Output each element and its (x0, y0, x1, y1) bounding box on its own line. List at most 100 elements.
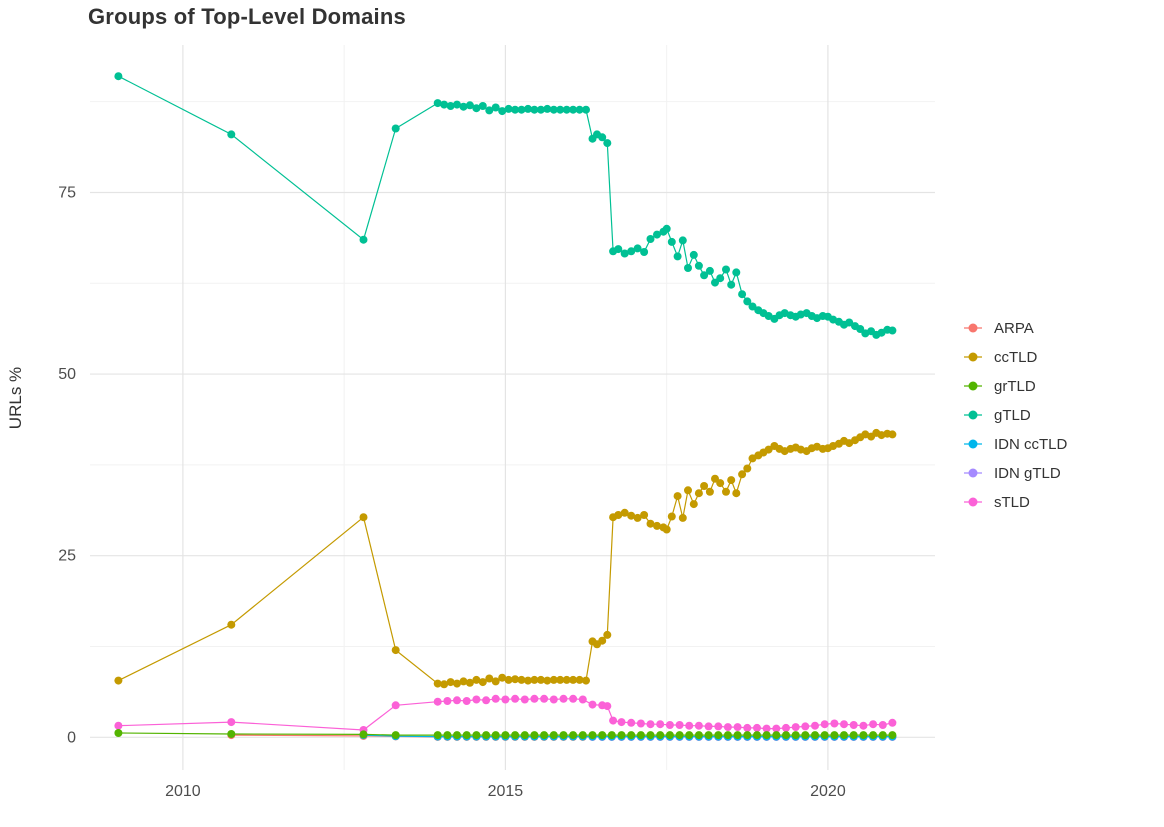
data-point-gTLD (453, 100, 461, 109)
data-point-sTLD (820, 720, 829, 729)
data-point-grTLD (878, 731, 887, 740)
data-point-sTLD (665, 721, 674, 729)
legend-item-sTLD: sTLD (962, 492, 1067, 512)
data-point-sTLD (588, 700, 597, 709)
data-point-grTLD (820, 731, 829, 740)
data-point-grTLD (840, 731, 848, 740)
data-point-sTLD (114, 721, 123, 730)
data-point-sTLD (491, 694, 500, 703)
data-point-grTLD (801, 731, 810, 740)
data-point-ccTLD (673, 492, 682, 501)
data-point-grTLD (443, 731, 452, 740)
data-point-ccTLD (888, 430, 897, 439)
data-point-sTLD (530, 694, 539, 703)
data-point-gTLD (485, 106, 494, 115)
data-point-gTLD (845, 318, 854, 327)
data-point-grTLD (462, 731, 471, 740)
data-point-ccTLD (562, 675, 571, 684)
data-point-sTLD (656, 720, 665, 729)
data-point-ccTLD (359, 513, 368, 522)
data-point-sTLD (811, 721, 819, 730)
data-point-gTLD (653, 230, 661, 239)
data-point-grTLD (617, 731, 626, 740)
legend-label: ARPA (994, 319, 1034, 337)
data-point-grTLD (714, 731, 723, 740)
data-point-ccTLD (530, 675, 539, 684)
legend: ARPA ccTLD grTLD gTLD IDN ccTLD IDN gTLD sTLD (962, 318, 1067, 512)
data-point-ccTLD (653, 521, 661, 530)
data-point-grTLD (391, 731, 400, 740)
data-point-sTLD (617, 718, 626, 727)
legend-item-ARPA: ARPA (962, 318, 1067, 338)
data-point-sTLD (549, 695, 558, 704)
data-point-grTLD (743, 731, 752, 740)
data-point-ccTLD (694, 489, 703, 498)
data-point-sTLD (782, 723, 790, 732)
data-point-gTLD (646, 235, 655, 243)
data-point-grTLD (511, 731, 520, 740)
data-point-sTLD (569, 694, 578, 703)
y-tick-label: 25 (58, 548, 76, 565)
data-point-gTLD (738, 290, 747, 299)
data-point-sTLD (723, 723, 732, 732)
data-point-gTLD (888, 326, 897, 335)
data-point-gTLD (582, 105, 590, 114)
data-point-sTLD (704, 722, 713, 731)
x-tick-label: 2010 (165, 783, 201, 800)
data-point-sTLD (869, 720, 878, 729)
data-point-sTLD (462, 697, 471, 705)
legend-key-icon (964, 497, 982, 507)
data-point-grTLD (569, 731, 578, 740)
data-point-ccTLD (743, 464, 752, 473)
data-point-grTLD (753, 731, 761, 740)
data-point-sTLD (627, 718, 636, 727)
data-point-gTLD (536, 105, 545, 114)
data-point-ccTLD (764, 445, 773, 454)
data-point-grTLD (782, 731, 790, 740)
legend-key-icon (964, 439, 982, 449)
data-point-gTLD (627, 247, 636, 256)
data-point-ccTLD (716, 479, 725, 488)
data-point-ccTLD (472, 675, 481, 684)
data-point-gTLD (359, 235, 368, 244)
data-point-sTLD (472, 695, 481, 704)
data-point-gTLD (498, 107, 507, 116)
legend-label: grTLD (994, 377, 1036, 395)
data-point-sTLD (501, 695, 510, 704)
y-tick-label: 75 (58, 184, 76, 201)
data-point-sTLD (443, 697, 452, 705)
data-point-sTLD (391, 701, 400, 710)
data-point-grTLD (559, 731, 568, 740)
data-point-gTLD (633, 244, 642, 253)
data-point-grTLD (636, 731, 645, 740)
data-point-gTLD (556, 105, 565, 114)
data-point-sTLD (840, 720, 848, 729)
data-point-ccTLD (536, 675, 545, 684)
data-point-grTLD (578, 731, 587, 740)
data-point-ccTLD (478, 678, 487, 687)
data-point-grTLD (859, 731, 868, 740)
data-point-grTLD (772, 731, 781, 740)
data-point-grTLD (849, 731, 858, 740)
data-point-sTLD (578, 695, 587, 704)
data-point-gTLD (694, 261, 703, 270)
data-point-grTLD (762, 731, 771, 740)
data-point-sTLD (482, 696, 491, 705)
legend-item-grTLD: grTLD (962, 376, 1067, 396)
data-point-sTLD (540, 694, 549, 703)
data-point-sTLD (753, 723, 761, 732)
data-point-ccTLD (453, 679, 461, 688)
data-point-sTLD (636, 719, 645, 728)
data-point-grTLD (656, 731, 665, 740)
data-point-gTLD (491, 103, 500, 112)
data-point-gTLD (598, 133, 607, 142)
data-point-ccTLD (543, 676, 552, 685)
data-point-sTLD (791, 723, 800, 732)
data-point-ccTLD (511, 675, 520, 684)
data-point-gTLD (748, 302, 757, 311)
x-tick-label: 2015 (488, 783, 524, 800)
legend-key-icon (964, 468, 982, 478)
data-point-grTLD (530, 731, 539, 740)
data-point-ccTLD (504, 675, 513, 684)
